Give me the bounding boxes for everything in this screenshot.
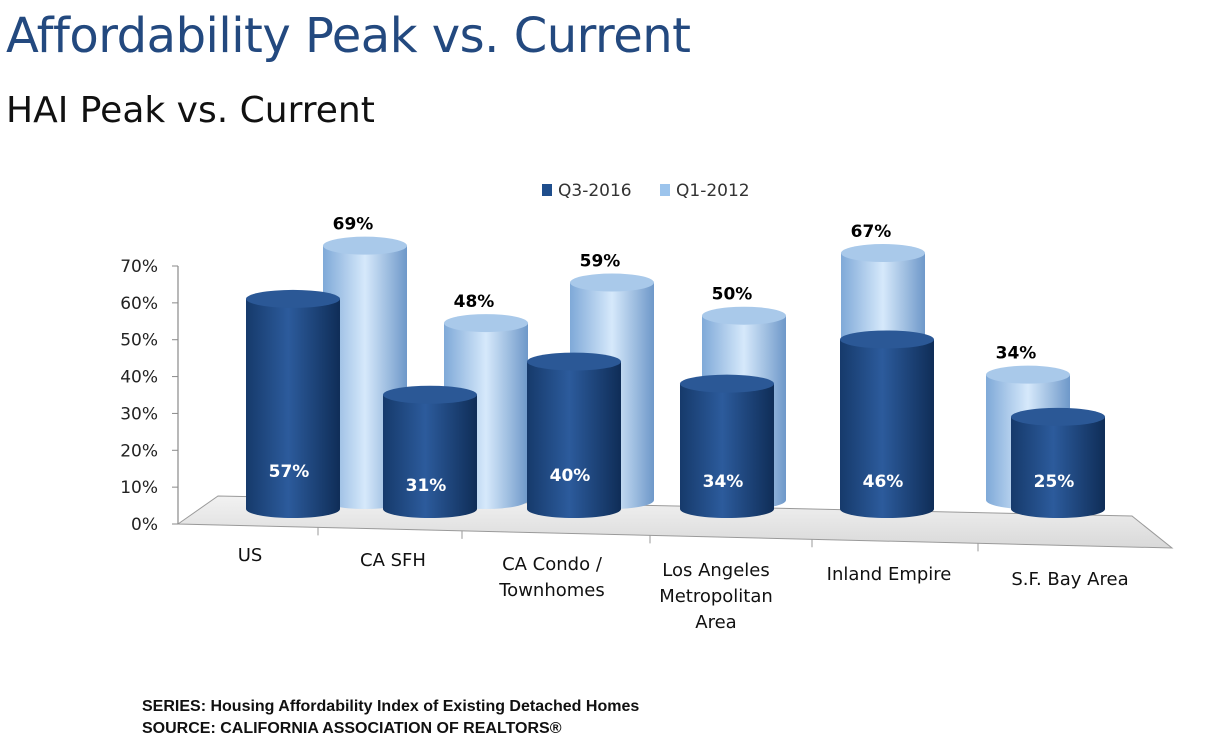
y-tick-label: 30% [120,404,158,424]
labels-layer: 69% 48% 59% 50% 67% 34% 57% 31% 40% 34% 46% 25% US CA… [238,215,1129,633]
y-tick-label: 10% [120,478,158,498]
data-label-q1-2012: 48% [454,292,495,312]
bar-q1-2012-top [841,244,925,263]
bars-layer [246,236,1105,518]
bar-q3-2016 [527,352,621,518]
bar-q1-2012-top [444,314,528,333]
y-tick-label: 70% [120,257,158,277]
data-label-q3-2016: 34% [703,472,744,492]
bar-q3-2016-top [246,289,340,308]
bar-q3-2016-top [527,352,621,371]
bar-q3-2016-body [680,383,774,518]
bar-q3-2016-top [840,330,934,349]
y-tick-label: 50% [120,331,158,351]
bar-q3-2016-top [1011,407,1105,426]
x-category-label: S.F. Bay Area [1011,569,1128,590]
legend: Q3-2016 Q1-2012 [542,181,750,201]
legend-swatch [542,184,552,196]
x-category-label-line: Inland Empire [827,564,952,585]
x-category-label: US [238,545,263,566]
y-tick-label: 60% [120,294,158,314]
bar-q3-2016 [840,330,934,518]
data-label-q1-2012: 50% [712,285,753,305]
data-label-q3-2016: 31% [406,476,447,496]
x-category-label-line: Los Angeles [662,560,770,581]
bar-q3-2016-body [527,361,621,518]
y-tick-label: 20% [120,441,158,461]
bar-q1-2012-top [323,236,407,255]
data-label-q1-2012: 59% [580,252,621,272]
page-title: Affordability Peak vs. Current [6,8,691,64]
x-category-label: Inland Empire [827,564,952,585]
y-tick-label: 0% [131,515,158,535]
bar-q3-2016-body [1011,416,1105,518]
x-category-label-line: US [238,545,263,566]
bar-q3-2016 [383,385,477,518]
x-category-label-line: CA SFH [360,550,426,571]
bar-q3-2016-top [383,385,477,404]
bar-q3-2016-body [383,394,477,518]
x-category-label-line: Area [695,612,736,633]
footer-series: SERIES: Housing Affordability Index of E… [142,698,640,715]
data-label-q1-2012: 69% [333,215,374,235]
bar-q3-2016 [680,374,774,518]
page-subtitle: HAI Peak vs. Current [6,90,375,131]
legend-label: Q1-2012 [676,181,750,201]
legend-label: Q3-2016 [558,181,632,201]
bar-q3-2016 [1011,407,1105,518]
x-category-label-line: Townhomes [498,580,605,601]
data-label-q3-2016: 46% [863,472,904,492]
x-category-label: CA Condo / Townhomes [498,554,605,601]
bar-q3-2016 [246,289,340,518]
x-category-label-line: Metropolitan [659,586,773,607]
legend-swatch [660,184,670,196]
data-label-q3-2016: 40% [550,466,591,486]
x-category-label: CA SFH [360,550,426,571]
data-label-q1-2012: 67% [851,222,892,242]
bar-q1-2012-top [570,273,654,292]
bar-q1-2012-top [702,306,786,325]
footer-source: SOURCE: CALIFORNIA ASSOCIATION OF REALTO… [142,720,562,737]
x-category-label-line: CA Condo / [502,554,603,575]
bar-q3-2016-top [680,374,774,393]
x-category-label: Los Angeles Metropolitan Area [659,560,773,633]
bar-q1-2012-top [986,365,1070,384]
data-label-q3-2016: 57% [269,462,310,482]
data-label-q3-2016: 25% [1034,472,1075,492]
x-category-label-line: S.F. Bay Area [1011,569,1128,590]
bar-q3-2016-body [840,339,934,518]
data-label-q1-2012: 34% [996,344,1037,364]
bar-q3-2016-body [246,298,340,518]
y-tick-label: 40% [120,368,158,388]
